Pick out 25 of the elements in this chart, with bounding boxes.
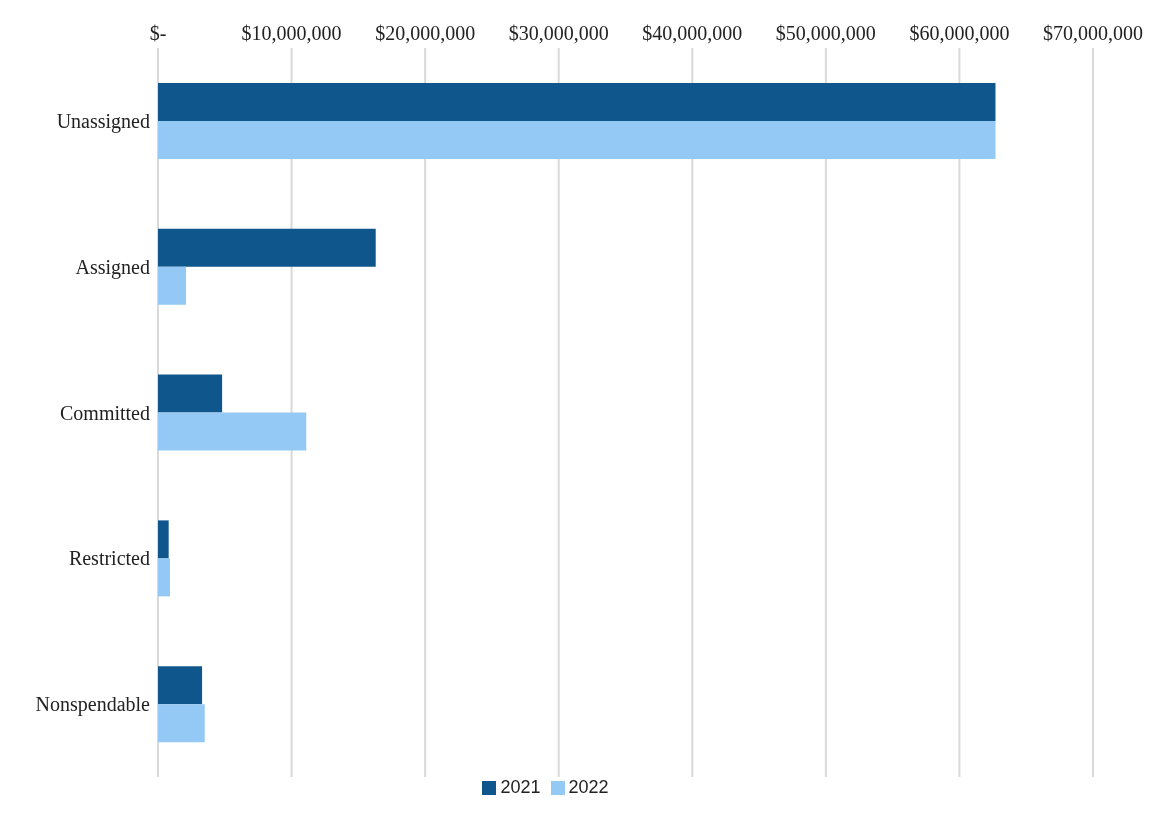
x-tick-label: $20,000,000: [375, 22, 476, 44]
x-tick-label: $10,000,000: [241, 22, 342, 44]
x-tick-label: $40,000,000: [642, 22, 743, 44]
x-tick-label: $-: [149, 22, 167, 44]
y-tick-label: Unassigned: [56, 110, 150, 133]
bar: [158, 374, 223, 413]
bar: [158, 704, 205, 743]
legend-label: 2021: [500, 777, 541, 797]
y-tick-label: Restricted: [68, 547, 150, 570]
bar: [158, 558, 171, 597]
bar: [158, 266, 187, 305]
y-tick-label: Nonspendable: [35, 693, 151, 717]
y-tick-label: Committed: [60, 401, 150, 424]
bar: [158, 520, 169, 559]
bar: [158, 412, 307, 451]
x-tick-label: $70,000,000: [1043, 22, 1143, 44]
bar: [158, 666, 203, 705]
legend-label: 2022: [568, 777, 609, 797]
x-tick-label: $60,000,000: [909, 22, 1010, 44]
y-tick-label: Assigned: [75, 255, 150, 279]
x-tick-label: $50,000,000: [775, 22, 876, 44]
bar: [158, 228, 376, 267]
bar: [158, 120, 996, 159]
x-tick-label: $30,000,000: [508, 22, 609, 44]
bar: [158, 82, 996, 121]
